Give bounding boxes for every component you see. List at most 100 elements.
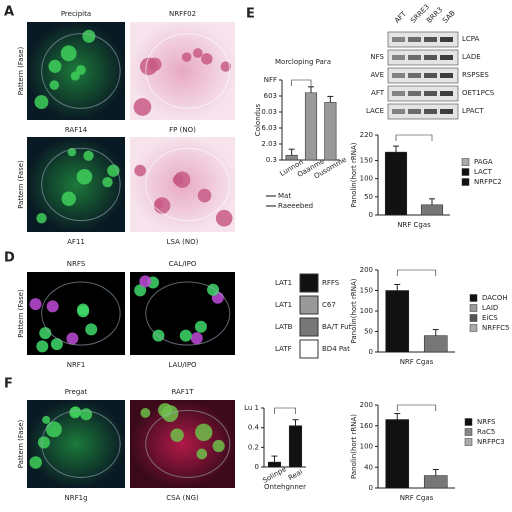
band — [408, 91, 421, 96]
legend-swatch — [469, 294, 478, 302]
legend-label: Mat — [278, 192, 291, 200]
lane-label: AFT — [393, 9, 408, 24]
cell — [195, 423, 213, 441]
band — [392, 55, 405, 60]
band — [392, 109, 405, 114]
cell — [181, 52, 192, 62]
y-tick-label: 6.03 — [261, 124, 277, 132]
band — [392, 37, 405, 42]
band — [440, 73, 453, 78]
y-tick-label: 0 — [369, 348, 373, 356]
cell — [207, 283, 220, 296]
y-tick-label: 0 — [255, 463, 259, 471]
tissue-outline — [145, 147, 231, 222]
blot-strip — [387, 67, 459, 84]
image-title: NRFS — [67, 260, 86, 268]
panel-label: A — [4, 5, 14, 20]
y-axis-label: Panolin(hort rRNA) — [350, 142, 358, 207]
significance-bracket — [274, 407, 296, 414]
band — [424, 37, 437, 42]
band — [408, 37, 421, 42]
y-tick-label: 160 — [360, 422, 373, 430]
key-left: LATB — [275, 323, 293, 331]
cell — [80, 408, 93, 421]
image-caption: FP (NO) — [169, 126, 196, 134]
band — [424, 109, 437, 114]
y-tick-label: NFF — [264, 76, 277, 84]
y-tick-label: 0.4 — [248, 424, 260, 432]
panel-label: D — [4, 251, 15, 266]
bar — [267, 461, 282, 468]
blot-strip — [387, 49, 459, 66]
tissue-outline — [41, 147, 121, 222]
side-label: Pattern (Fase) — [17, 289, 25, 338]
y-tick-label: 0.3 — [266, 156, 277, 164]
image-caption: CSA (NG) — [166, 494, 199, 502]
blot-row-label: RSPSES — [462, 71, 489, 79]
cell — [76, 65, 86, 75]
y-tick-label: 0 — [369, 484, 373, 492]
tissue-outline — [145, 33, 231, 109]
cell — [37, 436, 51, 449]
band — [392, 91, 405, 96]
band — [392, 73, 405, 78]
significance-bracket — [396, 404, 437, 411]
bar — [324, 102, 337, 161]
blot-row-label: NFS — [370, 53, 384, 61]
legend-label: RaC5 — [477, 428, 495, 436]
cell — [190, 332, 203, 345]
key-right: BA/T Fut — [322, 323, 352, 331]
significance-bracket — [396, 269, 437, 276]
legend-label: Raeeebed — [278, 202, 313, 210]
cell — [170, 428, 184, 442]
image-title: Pregat — [65, 388, 88, 396]
cell — [215, 209, 233, 227]
cell — [29, 298, 42, 311]
y-tick-label: 0.03 — [261, 108, 277, 116]
panel-label: E — [246, 7, 255, 22]
tissue-outline — [145, 281, 231, 346]
cell — [153, 197, 171, 214]
cell — [34, 95, 49, 110]
legend-label: NRFS — [477, 418, 496, 426]
band — [440, 37, 453, 42]
y-axis-label: Panolin(hort rRNA) — [350, 278, 358, 343]
cell — [134, 164, 146, 177]
x-tick-label: Solinpe — [261, 465, 287, 485]
blot-strip — [387, 85, 459, 102]
cell — [107, 164, 120, 177]
key-right: RFFS — [322, 279, 340, 287]
band — [440, 55, 453, 60]
cell — [201, 53, 213, 65]
cell — [60, 45, 77, 62]
bar — [423, 475, 448, 489]
image-caption: LAU/IPO — [168, 361, 197, 369]
legend-swatch — [469, 324, 478, 332]
image-title: NRFF02 — [169, 10, 196, 18]
tissue-outline — [41, 281, 121, 346]
cell — [194, 320, 207, 333]
cell — [29, 456, 42, 469]
image-caption: NRF1 — [67, 361, 86, 369]
bar — [423, 335, 448, 353]
bar — [285, 154, 298, 161]
cell — [69, 406, 81, 419]
legend-swatch — [464, 438, 473, 446]
side-label: Pattern (Fase) — [17, 419, 25, 468]
cell — [83, 150, 94, 161]
blot-row-label: LPACT — [462, 107, 484, 115]
cell — [36, 340, 49, 353]
cell — [77, 305, 90, 318]
key-swatch — [299, 273, 319, 293]
x-axis-label: Ontehgnner — [264, 483, 306, 491]
key-swatch — [299, 317, 319, 337]
blot-row-label: OET1PCS — [462, 89, 495, 97]
legend-label: DACOH — [482, 294, 508, 302]
bar — [420, 204, 444, 216]
legend-label: PAGA — [474, 158, 493, 166]
significance-bracket — [291, 79, 312, 86]
cell — [192, 48, 203, 58]
legend-swatch — [464, 428, 473, 436]
image-caption: NRF1g — [64, 494, 87, 502]
